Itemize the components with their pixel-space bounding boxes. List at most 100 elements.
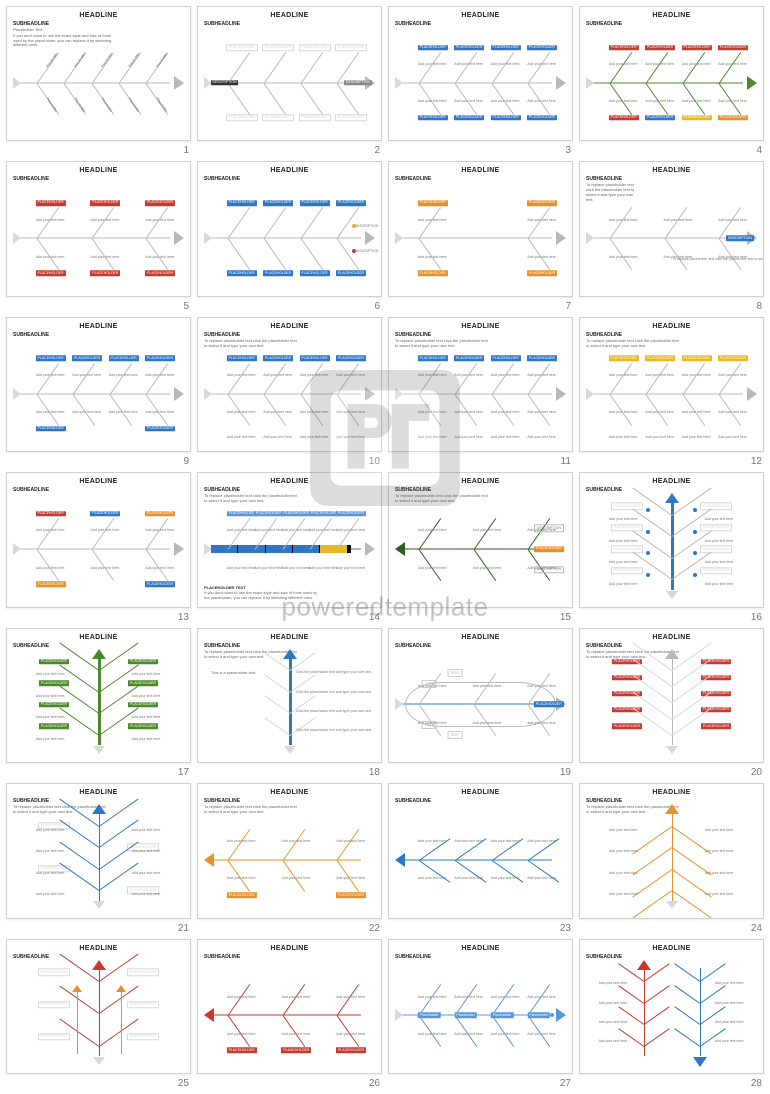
placeholder-tag: PLACEHOLDER xyxy=(491,45,521,51)
slide-body: PlaceholderPlaceholderPlaceholderPlaceho… xyxy=(13,31,184,134)
slide-thumbnail[interactable]: HEADLINESUBHEADLINEPLACEHOLDERPLACEHOLDE… xyxy=(197,6,382,141)
chevron-bar xyxy=(211,545,348,553)
slide-thumbnail[interactable]: HEADLINESUBHEADLINEPLACEHOLDERPLACEHOLDE… xyxy=(579,6,764,141)
slide-thumbnail[interactable]: HEADLINESUBHEADLINEAdd your text here.Ad… xyxy=(579,939,764,1074)
slide-thumbnail[interactable]: HEADLINESUBHEADLINETo replace placeholde… xyxy=(579,317,764,452)
slide-number: 23 xyxy=(560,923,571,934)
slide-text: Add your text here. xyxy=(36,255,66,259)
slide-thumbnail[interactable]: HEADLINESUBHEADLINETo replace placeholde… xyxy=(579,783,764,918)
slide-thumbnail[interactable]: HEADLINESUBHEADLINEPLACEHOLDERPLACEHOLDE… xyxy=(197,939,382,1074)
slide-text: Add your text here. xyxy=(715,981,745,985)
placeholder-tag: PLACEHOLDER xyxy=(335,44,367,52)
fishbone-spine xyxy=(16,548,170,549)
slide-number: 15 xyxy=(560,612,571,623)
slide-thumbnail[interactable]: HEADLINESUBHEADLINEPLACEHOLDERPLACEHOLDE… xyxy=(6,317,191,452)
slide-thumbnail[interactable]: HEADLINESUBHEADLINETo replace placeholde… xyxy=(6,783,191,918)
chevron-seg xyxy=(266,545,292,553)
slide-thumbnail[interactable]: HEADLINESUBHEADLINEPLACEHOLDERPLACEHOLDE… xyxy=(6,939,191,1074)
slide-text: Add your text here. xyxy=(36,892,66,896)
fishbone-tail xyxy=(93,746,105,754)
slide-subheadline: SUBHEADLINE xyxy=(204,176,375,182)
placeholder-tag: PLACEHOLDER xyxy=(227,1048,257,1054)
slide-text: Add your text here. xyxy=(454,435,484,439)
slide-headline: HEADLINE xyxy=(204,634,375,641)
slide-text: Add your text here. xyxy=(132,828,162,832)
placeholder-tag: PLACEHOLDER xyxy=(336,1048,366,1054)
slide-headline: HEADLINE xyxy=(13,945,184,952)
fishbone-rib xyxy=(455,985,477,1016)
placeholder-tag: PLACEHOLDER xyxy=(39,680,69,686)
fishbone-rib xyxy=(646,363,668,394)
slide-thumbnail[interactable]: HEADLINESUBHEADLINEPLACEHOLDERPLACEHOLDE… xyxy=(388,6,573,141)
slide-cell: HEADLINESUBHEADLINEAdd your text here.Ad… xyxy=(579,939,764,1088)
placeholder-tag: PLACEHOLDER xyxy=(109,356,139,362)
slide-subheadline: SUBHEADLINE xyxy=(395,21,566,27)
slide-text: Add your text here. xyxy=(132,892,162,896)
slide-thumbnail[interactable]: HEADLINESUBHEADLINEAdd your text here.Ad… xyxy=(388,628,573,763)
placeholder-tag: PLACEHOLDER xyxy=(128,723,158,729)
vrib xyxy=(59,863,99,891)
slide-thumbnail[interactable]: HEADLINESUBHEADLINEPlaceholderPlaceholde… xyxy=(388,939,573,1074)
slide-text: Add your text here. xyxy=(282,528,312,532)
slide-thumbnail[interactable]: HEADLINESUBHEADLINEPLACEHOLDERPLACEHOLDE… xyxy=(6,472,191,607)
slide-thumbnail[interactable]: HEADLINESUBHEADLINETo replace placeholde… xyxy=(579,161,764,296)
placeholder-tag: PLACEHOLDER xyxy=(309,511,339,517)
slide-subheadline: SUBHEADLINE xyxy=(395,954,566,960)
slide-thumbnail[interactable]: HEADLINESUBHEADLINETo replace placeholde… xyxy=(197,783,382,918)
slide-number: 10 xyxy=(369,456,380,467)
slide-thumbnail[interactable]: HEADLINESUBHEADLINETo replace placeholde… xyxy=(388,317,573,452)
slide-text: Add your text here. xyxy=(473,721,503,725)
slide-text: Add your text here. xyxy=(609,373,639,377)
slide-thumbnail[interactable]: HEADLINESUBHEADLINETo replace placeholde… xyxy=(197,317,382,452)
slide-text: Add your text here. xyxy=(527,255,557,259)
placeholder-tag: PLACEHOLDER xyxy=(36,356,66,362)
slide-thumbnail[interactable]: HEADLINESUBHEADLINEPLACEHOLDERPLACEHOLDE… xyxy=(579,472,764,607)
slide-text: Add your text here. xyxy=(718,410,748,414)
fishbone-rib xyxy=(610,363,632,394)
slide-thumbnail[interactable]: HEADLINESUBHEADLINEPLACEHOLDERPLACEHOLDE… xyxy=(6,628,191,763)
slide-text: Add your text here. xyxy=(227,435,257,439)
slide-text: Add your text here. xyxy=(227,995,257,999)
slide-text: Add your text here. xyxy=(682,373,712,377)
slide-text: Add your text here. xyxy=(491,410,521,414)
slide-thumbnail[interactable]: HEADLINESUBHEADLINEPlaceholder TextIf yo… xyxy=(6,6,191,141)
slide-text: Add your text here. xyxy=(300,410,330,414)
fishbone-tail xyxy=(666,901,678,909)
slide-thumbnail[interactable]: HEADLINESUBHEADLINEPLACEHOLDERPLACEHOLDE… xyxy=(6,161,191,296)
slide-thumbnail[interactable]: HEADLINESUBHEADLINEAdd your text here.Ad… xyxy=(388,783,573,918)
slide-text: Add your text here. xyxy=(145,218,175,222)
slide-thumbnail[interactable]: HEADLINESUBHEADLINEPLACEHOLDERPLACEHOLDE… xyxy=(388,161,573,296)
slide-text: Add your text here. xyxy=(36,694,66,698)
slide-headline: HEADLINE xyxy=(204,945,375,952)
slide-body: PLACEHOLDERPLACEHOLDERPLACEHOLDERPLACEHO… xyxy=(586,649,757,756)
slide-headline: HEADLINE xyxy=(204,12,375,19)
dual-rib xyxy=(674,1028,700,1046)
fishbone-rib xyxy=(719,208,741,239)
slide-body: PLACEHOLDERPLACEHOLDERPLACEHOLDERPLACEHO… xyxy=(204,497,375,600)
fishbone-rib xyxy=(228,52,250,83)
slide-thumbnail[interactable]: HEADLINESUBHEADLINETo replace placeholde… xyxy=(197,472,382,607)
slide-text: Add your text here. xyxy=(454,99,484,103)
fishbone-tail xyxy=(586,388,594,400)
desc-box: DESCRIPTION xyxy=(534,566,564,574)
slide-thumbnail[interactable]: HEADLINESUBHEADLINETo replace placeholde… xyxy=(579,628,764,763)
slide-thumbnail[interactable]: HEADLINESUBHEADLINETo replace placeholde… xyxy=(388,472,573,607)
slide-headline: HEADLINE xyxy=(13,167,184,174)
slide-text: Add your text here. xyxy=(132,694,162,698)
slide-cell: HEADLINESUBHEADLINETo replace placeholde… xyxy=(579,161,764,310)
slide-thumbnail[interactable]: HEADLINESUBHEADLINETo replace placeholde… xyxy=(197,628,382,763)
placeholder-tag: PLACEHOLDER xyxy=(281,511,311,517)
slide-cell: HEADLINESUBHEADLINEPLACEHOLDERPLACEHOLDE… xyxy=(6,472,191,621)
slide-text: Add your text here. xyxy=(454,995,484,999)
slide-cell: HEADLINESUBHEADLINETo replace placeholde… xyxy=(579,317,764,466)
slide-thumbnail[interactable]: HEADLINESUBHEADLINEPLACEHOLDERPLACEHOLDE… xyxy=(197,161,382,296)
placeholder-tag: PLACEHOLDER xyxy=(700,545,732,553)
placeholder-tag: PLACEHOLDER xyxy=(262,44,294,52)
fishbone-rib xyxy=(282,829,304,860)
placeholder-tag: DESCRIPTION xyxy=(726,235,754,241)
slide-headline: HEADLINE xyxy=(586,634,757,641)
slide-text: Add your text here. xyxy=(227,373,257,377)
slide-headline: HEADLINE xyxy=(395,323,566,330)
slide-headline: HEADLINE xyxy=(13,323,184,330)
slide-text: Add your text here. xyxy=(599,1001,629,1005)
